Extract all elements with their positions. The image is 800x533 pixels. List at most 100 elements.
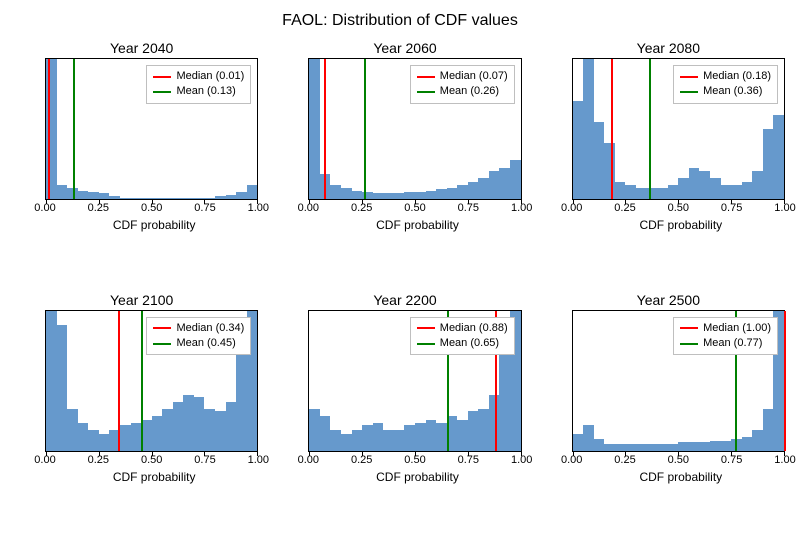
legend: Median (0.34)Mean (0.45) bbox=[146, 317, 251, 356]
plot-area: Median (0.07)Mean (0.26) bbox=[308, 58, 521, 200]
plot-area: Median (0.88)Mean (0.65) bbox=[308, 310, 521, 452]
histogram-bar bbox=[763, 129, 774, 199]
histogram-bar bbox=[478, 409, 489, 451]
xlabel: CDF probability bbox=[45, 470, 263, 484]
median-line bbox=[324, 59, 326, 199]
xtick-label: 0.50 bbox=[404, 202, 425, 214]
histogram-bar bbox=[373, 193, 384, 199]
histogram-bar bbox=[689, 168, 700, 199]
legend-label-median: Median (1.00) bbox=[703, 321, 771, 336]
legend-row-median: Median (0.88) bbox=[417, 321, 508, 336]
subplot-grid: Year 2040Median (0.01)Mean (0.13)0.000.2… bbox=[20, 40, 790, 523]
mean-line bbox=[649, 59, 651, 199]
legend-label-median: Median (0.34) bbox=[176, 321, 244, 336]
histogram-bar bbox=[67, 409, 78, 451]
legend-row-median: Median (0.07) bbox=[417, 69, 508, 84]
histogram-bar bbox=[499, 168, 510, 199]
histogram-bar bbox=[721, 185, 732, 199]
xtick-label: 0.00 bbox=[34, 454, 55, 466]
histogram-bar bbox=[426, 191, 437, 199]
xtick-label: 0.25 bbox=[614, 454, 635, 466]
histogram-bar bbox=[773, 115, 784, 199]
xtick-labels: 0.000.250.500.751.00 bbox=[308, 452, 521, 466]
xtick-label: 0.75 bbox=[194, 202, 215, 214]
legend-line-icon bbox=[680, 343, 698, 345]
histogram-bar bbox=[57, 325, 68, 451]
histogram-bar bbox=[204, 409, 215, 451]
histogram-bar bbox=[173, 402, 184, 451]
xtick-label: 0.25 bbox=[351, 202, 372, 214]
histogram-bar bbox=[752, 430, 763, 451]
xtick-label: 0.00 bbox=[298, 202, 319, 214]
median-line bbox=[784, 311, 786, 451]
histogram-bar bbox=[99, 434, 110, 451]
histogram-bar bbox=[499, 353, 510, 451]
xtick-label: 0.75 bbox=[721, 454, 742, 466]
histogram-bar bbox=[131, 423, 142, 451]
histogram-bar bbox=[404, 192, 415, 199]
histogram-bar bbox=[710, 441, 721, 451]
xtick-labels: 0.000.250.500.751.00 bbox=[45, 200, 258, 214]
histogram-bar bbox=[352, 191, 363, 199]
subplot-title: Year 2040 bbox=[20, 40, 263, 56]
median-line bbox=[118, 311, 120, 451]
legend-label-median: Median (0.07) bbox=[440, 69, 508, 84]
histogram-bar bbox=[721, 441, 732, 451]
histogram-bar bbox=[330, 430, 341, 451]
histogram-bar bbox=[678, 178, 689, 199]
legend-row-mean: Mean (0.45) bbox=[153, 336, 244, 351]
histogram-bar bbox=[625, 185, 636, 199]
xtick-label: 0.25 bbox=[351, 454, 372, 466]
xlabel: CDF probability bbox=[308, 470, 526, 484]
histogram-bar bbox=[247, 185, 258, 199]
legend: Median (0.07)Mean (0.26) bbox=[410, 65, 515, 104]
xtick-labels: 0.000.250.500.751.00 bbox=[45, 452, 258, 466]
histogram-bar bbox=[226, 402, 237, 451]
xtick-label: 0.00 bbox=[561, 202, 582, 214]
histogram-bar bbox=[394, 193, 405, 199]
histogram-bar bbox=[109, 196, 120, 199]
legend-label-mean: Mean (0.13) bbox=[176, 84, 235, 99]
subplot-panel: Year 2080Median (0.18)Mean (0.36)0.000.2… bbox=[547, 40, 790, 272]
histogram-bar bbox=[426, 420, 437, 451]
xtick-labels: 0.000.250.500.751.00 bbox=[572, 452, 785, 466]
histogram-bar bbox=[678, 442, 689, 450]
histogram-bar bbox=[162, 409, 173, 451]
xtick-label: 1.00 bbox=[774, 454, 795, 466]
histogram-bar bbox=[415, 192, 426, 199]
histogram-bar bbox=[394, 430, 405, 451]
legend-label-median: Median (0.01) bbox=[176, 69, 244, 84]
legend-line-icon bbox=[680, 327, 698, 329]
histogram-bar bbox=[573, 101, 584, 199]
subplot-title: Year 2080 bbox=[547, 40, 790, 56]
histogram-bar bbox=[594, 122, 605, 199]
histogram-bar bbox=[763, 409, 774, 451]
mean-line bbox=[364, 59, 366, 199]
histogram-bar bbox=[120, 425, 131, 450]
legend-line-icon bbox=[153, 343, 171, 345]
figure-suptitle: FAOL: Distribution of CDF values bbox=[0, 12, 800, 30]
xtick-label: 0.25 bbox=[88, 454, 109, 466]
histogram-bar bbox=[88, 192, 99, 199]
histogram-bar bbox=[57, 185, 68, 199]
histogram-bar bbox=[67, 188, 78, 199]
histogram-bar bbox=[341, 188, 352, 199]
histogram-bar bbox=[194, 397, 205, 450]
xlabel: CDF probability bbox=[572, 470, 790, 484]
histogram-bar bbox=[468, 411, 479, 450]
histogram-bar bbox=[183, 198, 194, 199]
histogram-bar bbox=[215, 411, 226, 450]
histogram-bar bbox=[183, 395, 194, 451]
legend-row-mean: Mean (0.36) bbox=[680, 84, 771, 99]
xtick-labels: 0.000.250.500.751.00 bbox=[308, 200, 521, 214]
xtick-label: 1.00 bbox=[248, 202, 269, 214]
histogram-bar bbox=[604, 143, 615, 199]
histogram-bar bbox=[131, 198, 142, 199]
xtick-label: 0.25 bbox=[88, 202, 109, 214]
histogram-bar bbox=[752, 171, 763, 199]
histogram-bar bbox=[594, 439, 605, 450]
subplot-panel: Year 2500Median (1.00)Mean (0.77)0.000.2… bbox=[547, 292, 790, 524]
histogram-bar bbox=[710, 178, 721, 199]
histogram-bar bbox=[573, 434, 584, 451]
legend-row-median: Median (0.01) bbox=[153, 69, 244, 84]
